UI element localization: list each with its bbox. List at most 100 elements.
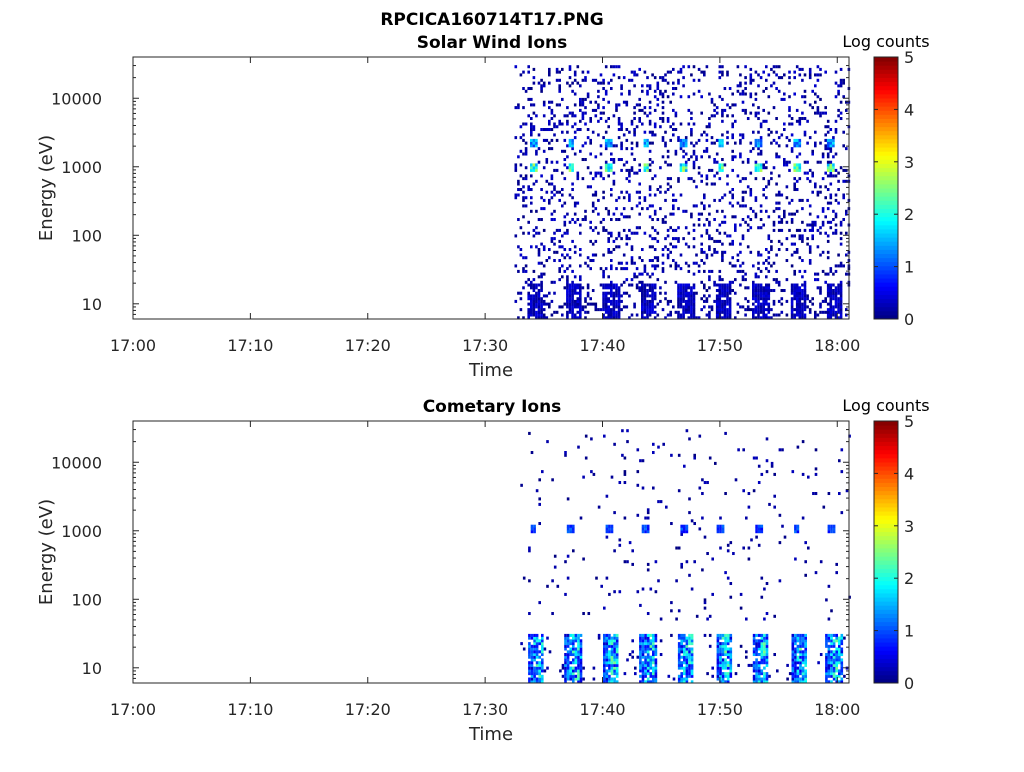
spectrogram-cell [757,289,760,293]
spectrogram-cell [821,299,825,303]
colorbar-frame [873,56,899,320]
spectrogram-cell [541,663,544,667]
spectrogram-cell [563,269,567,273]
spectrogram-cell [553,168,556,172]
spectrogram-cell [741,160,745,164]
spectrogram-cell [569,527,572,531]
spectrogram-cell [530,658,534,662]
spectrogram-cell [824,106,827,110]
spectrogram-cell [721,259,724,263]
spectrogram-cell [763,674,766,678]
spectrogram-cell [772,278,776,282]
spectrogram-cell [577,633,580,637]
spectrogram-cell [840,448,844,452]
spectrogram-cell [558,267,561,271]
spectrogram-cell [519,308,523,312]
spectrogram-cell [816,286,820,290]
spectrogram-cell [816,73,820,77]
spectrogram-cell [772,81,776,85]
spectrogram-cell [573,313,577,317]
spectrogram-cell [741,237,745,241]
spectrogram-cell [603,650,606,654]
spectrogram-cell [653,305,657,309]
spectrogram-cell [744,278,747,282]
spectrogram-cell [788,76,791,80]
spectrogram-cell [724,636,727,640]
spectrogram-cell [648,204,652,208]
spectrogram-cell [576,177,580,181]
spectrogram-cell [633,261,636,265]
spectrogram-cell [832,666,836,670]
spectrogram-cell [728,190,732,194]
spectrogram-cell [835,663,838,667]
spectrogram-cell [801,67,804,71]
spectrogram-cell [834,215,838,219]
spectrogram-cell [674,310,678,314]
spectrogram-cell [713,280,716,284]
spectrogram-cell [646,530,650,534]
spectrogram-cell [690,177,693,181]
spectrogram-cell [721,70,724,74]
spectrogram-cell [837,264,840,268]
spectrogram-cell [718,168,722,172]
spectrogram-cell [653,294,657,298]
spectrogram-cell [535,305,538,309]
spectrogram-cell [683,666,686,670]
spectrogram-cell [765,286,768,290]
spectrogram-cell [819,253,822,257]
spectrogram-cell [734,264,737,268]
spectrogram-cell [635,204,639,208]
spectrogram-cell [586,294,590,298]
spectrogram-cell [666,182,670,186]
spectrogram-cell [538,478,541,482]
spectrogram-cell [816,108,820,112]
spectrogram-cell [731,149,734,153]
spectrogram-cell [635,125,639,129]
spectrogram-cell [615,680,619,684]
spectrogram-cell [834,168,838,172]
spectrogram-cell [574,653,578,657]
spectrogram-cell [772,65,776,69]
spectrogram-cell [558,78,561,82]
spectrogram-cell [569,661,572,665]
spectrogram-cell [690,587,694,591]
colorbar-segment [874,421,898,426]
spectrogram-cell [684,289,688,293]
spectrogram-cell [721,158,724,162]
spectrogram-cell [576,174,580,178]
spectrogram-cell [528,431,531,435]
spectrogram-cell [801,633,805,637]
spectrogram-cell [626,658,629,662]
spectrogram-cell [834,193,838,197]
spectrogram-cell [542,128,546,132]
spectrogram-cell [757,644,761,648]
spectrogram-cell [584,106,587,110]
spectrogram-cell [644,647,647,651]
spectrogram-cell [811,302,814,306]
spectrogram-cell [827,492,831,496]
spectrogram-cell [757,166,760,170]
spectrogram-cell [542,248,546,252]
spectrogram-cell [742,448,745,452]
spectrogram-cell [599,220,603,224]
spectrogram-cell [794,530,797,534]
spectrogram-cell [684,152,688,156]
spectrogram-cell [610,639,614,643]
spectrogram-cell [566,674,570,678]
spectrogram-cell [613,680,616,684]
spectrogram-cell [530,661,534,665]
spectrogram-cell [832,310,835,314]
spectrogram-cell [546,584,549,588]
spectrogram-cell [744,111,747,115]
spectrogram-cell [765,259,768,263]
spectrogram-cell [591,253,595,257]
spectrogram-cell [530,451,534,455]
spectrogram-cell [814,185,817,189]
colorbar-segment [874,224,898,230]
spectrogram-cell [618,538,622,542]
spectrogram-cell [687,95,691,99]
spectrogram-cell [773,653,776,657]
spectrogram-cell [617,299,621,303]
spectrogram-cell [568,294,572,298]
spectrogram-cell [594,174,598,178]
